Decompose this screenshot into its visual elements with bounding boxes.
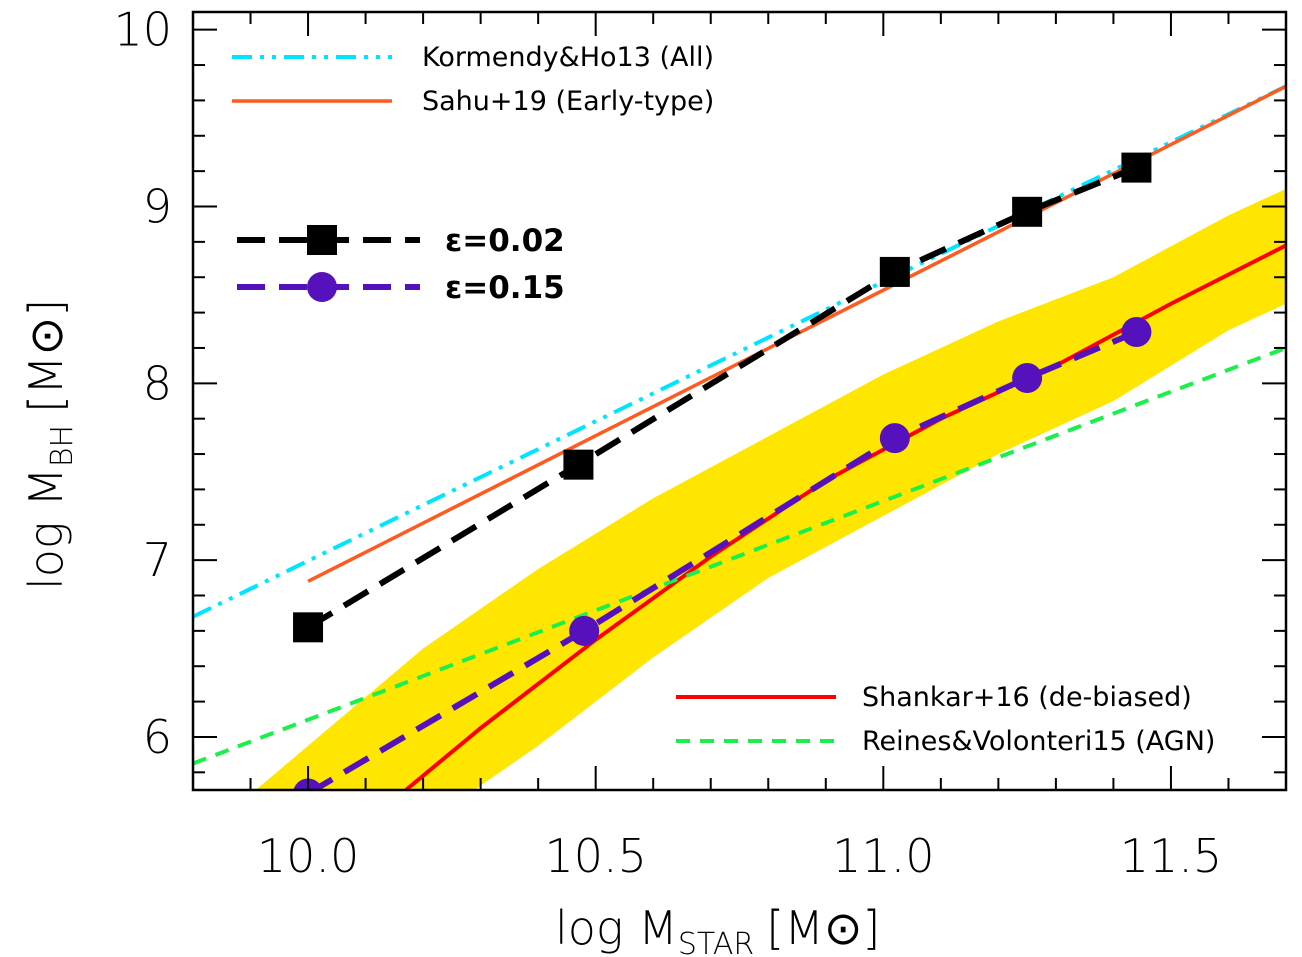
series-4-point-0 xyxy=(293,612,324,643)
y-tick-label: 9 xyxy=(143,180,172,234)
series-layer xyxy=(193,84,1286,790)
x-tick-label: 11.0 xyxy=(832,829,934,883)
y-tick-label: 8 xyxy=(143,356,172,410)
series-line-3 xyxy=(193,346,1286,766)
legend-label-eps015: ε=0.15 xyxy=(445,270,565,306)
series-5-point-3 xyxy=(1012,363,1043,394)
y-tick-label: 7 xyxy=(143,533,172,587)
plot-frame xyxy=(191,10,1288,792)
legend-bottom: Shankar+16 (de-biased) Reines&Volonteri1… xyxy=(676,682,1215,757)
series-4-point-2 xyxy=(879,256,910,287)
series-5-point-2 xyxy=(879,423,910,454)
x-tick-label: 10.0 xyxy=(257,829,359,883)
x-tick-label: 11.5 xyxy=(1120,829,1222,883)
y-tick-label: 6 xyxy=(143,710,172,764)
series-5-point-4 xyxy=(1121,317,1152,348)
series-4-point-4 xyxy=(1121,152,1152,183)
x-axis-title-main: log M xyxy=(555,901,678,955)
x-tick-label: 10.5 xyxy=(544,829,646,883)
x-axis-title-sub: STAR xyxy=(678,927,754,957)
legend-label-eps002: ε=0.02 xyxy=(445,223,565,259)
y-axis-title-unit: [M⊙] xyxy=(19,299,73,413)
y-axis-title-main: log M xyxy=(19,467,73,590)
legend-label-sahu: Sahu+19 (Early-type) xyxy=(422,86,714,117)
x-axis-title-unit: [M⊙] xyxy=(766,901,880,955)
legend-marker-eps015 xyxy=(307,272,337,302)
plot-area xyxy=(193,84,1286,790)
series-4-point-3 xyxy=(1012,196,1043,227)
legend-label-kormendy: Kormendy&Ho13 (All) xyxy=(422,42,714,73)
legend-mid: ε=0.02 ε=0.15 xyxy=(237,223,565,306)
y-axis-title: log MBH [M⊙] xyxy=(19,299,80,590)
series-4-point-1 xyxy=(563,449,594,480)
legend-top: Kormendy&Ho13 (All) Sahu+19 (Early-type) xyxy=(232,42,714,117)
legend-label-reines: Reines&Volonteri15 (AGN) xyxy=(862,726,1215,757)
tick-labels: 10.0 10.5 11.0 11.5 6 7 8 9 10 xyxy=(113,3,1222,883)
y-tick-label: 10 xyxy=(113,3,172,57)
ticks xyxy=(192,12,1287,790)
x-axis-title: log MSTAR [M⊙] xyxy=(555,901,880,957)
y-axis-title-sub: BH xyxy=(45,425,80,467)
legend-label-shankar: Shankar+16 (de-biased) xyxy=(862,682,1192,713)
series-5-point-1 xyxy=(569,615,600,646)
legend-marker-eps002 xyxy=(307,225,337,255)
